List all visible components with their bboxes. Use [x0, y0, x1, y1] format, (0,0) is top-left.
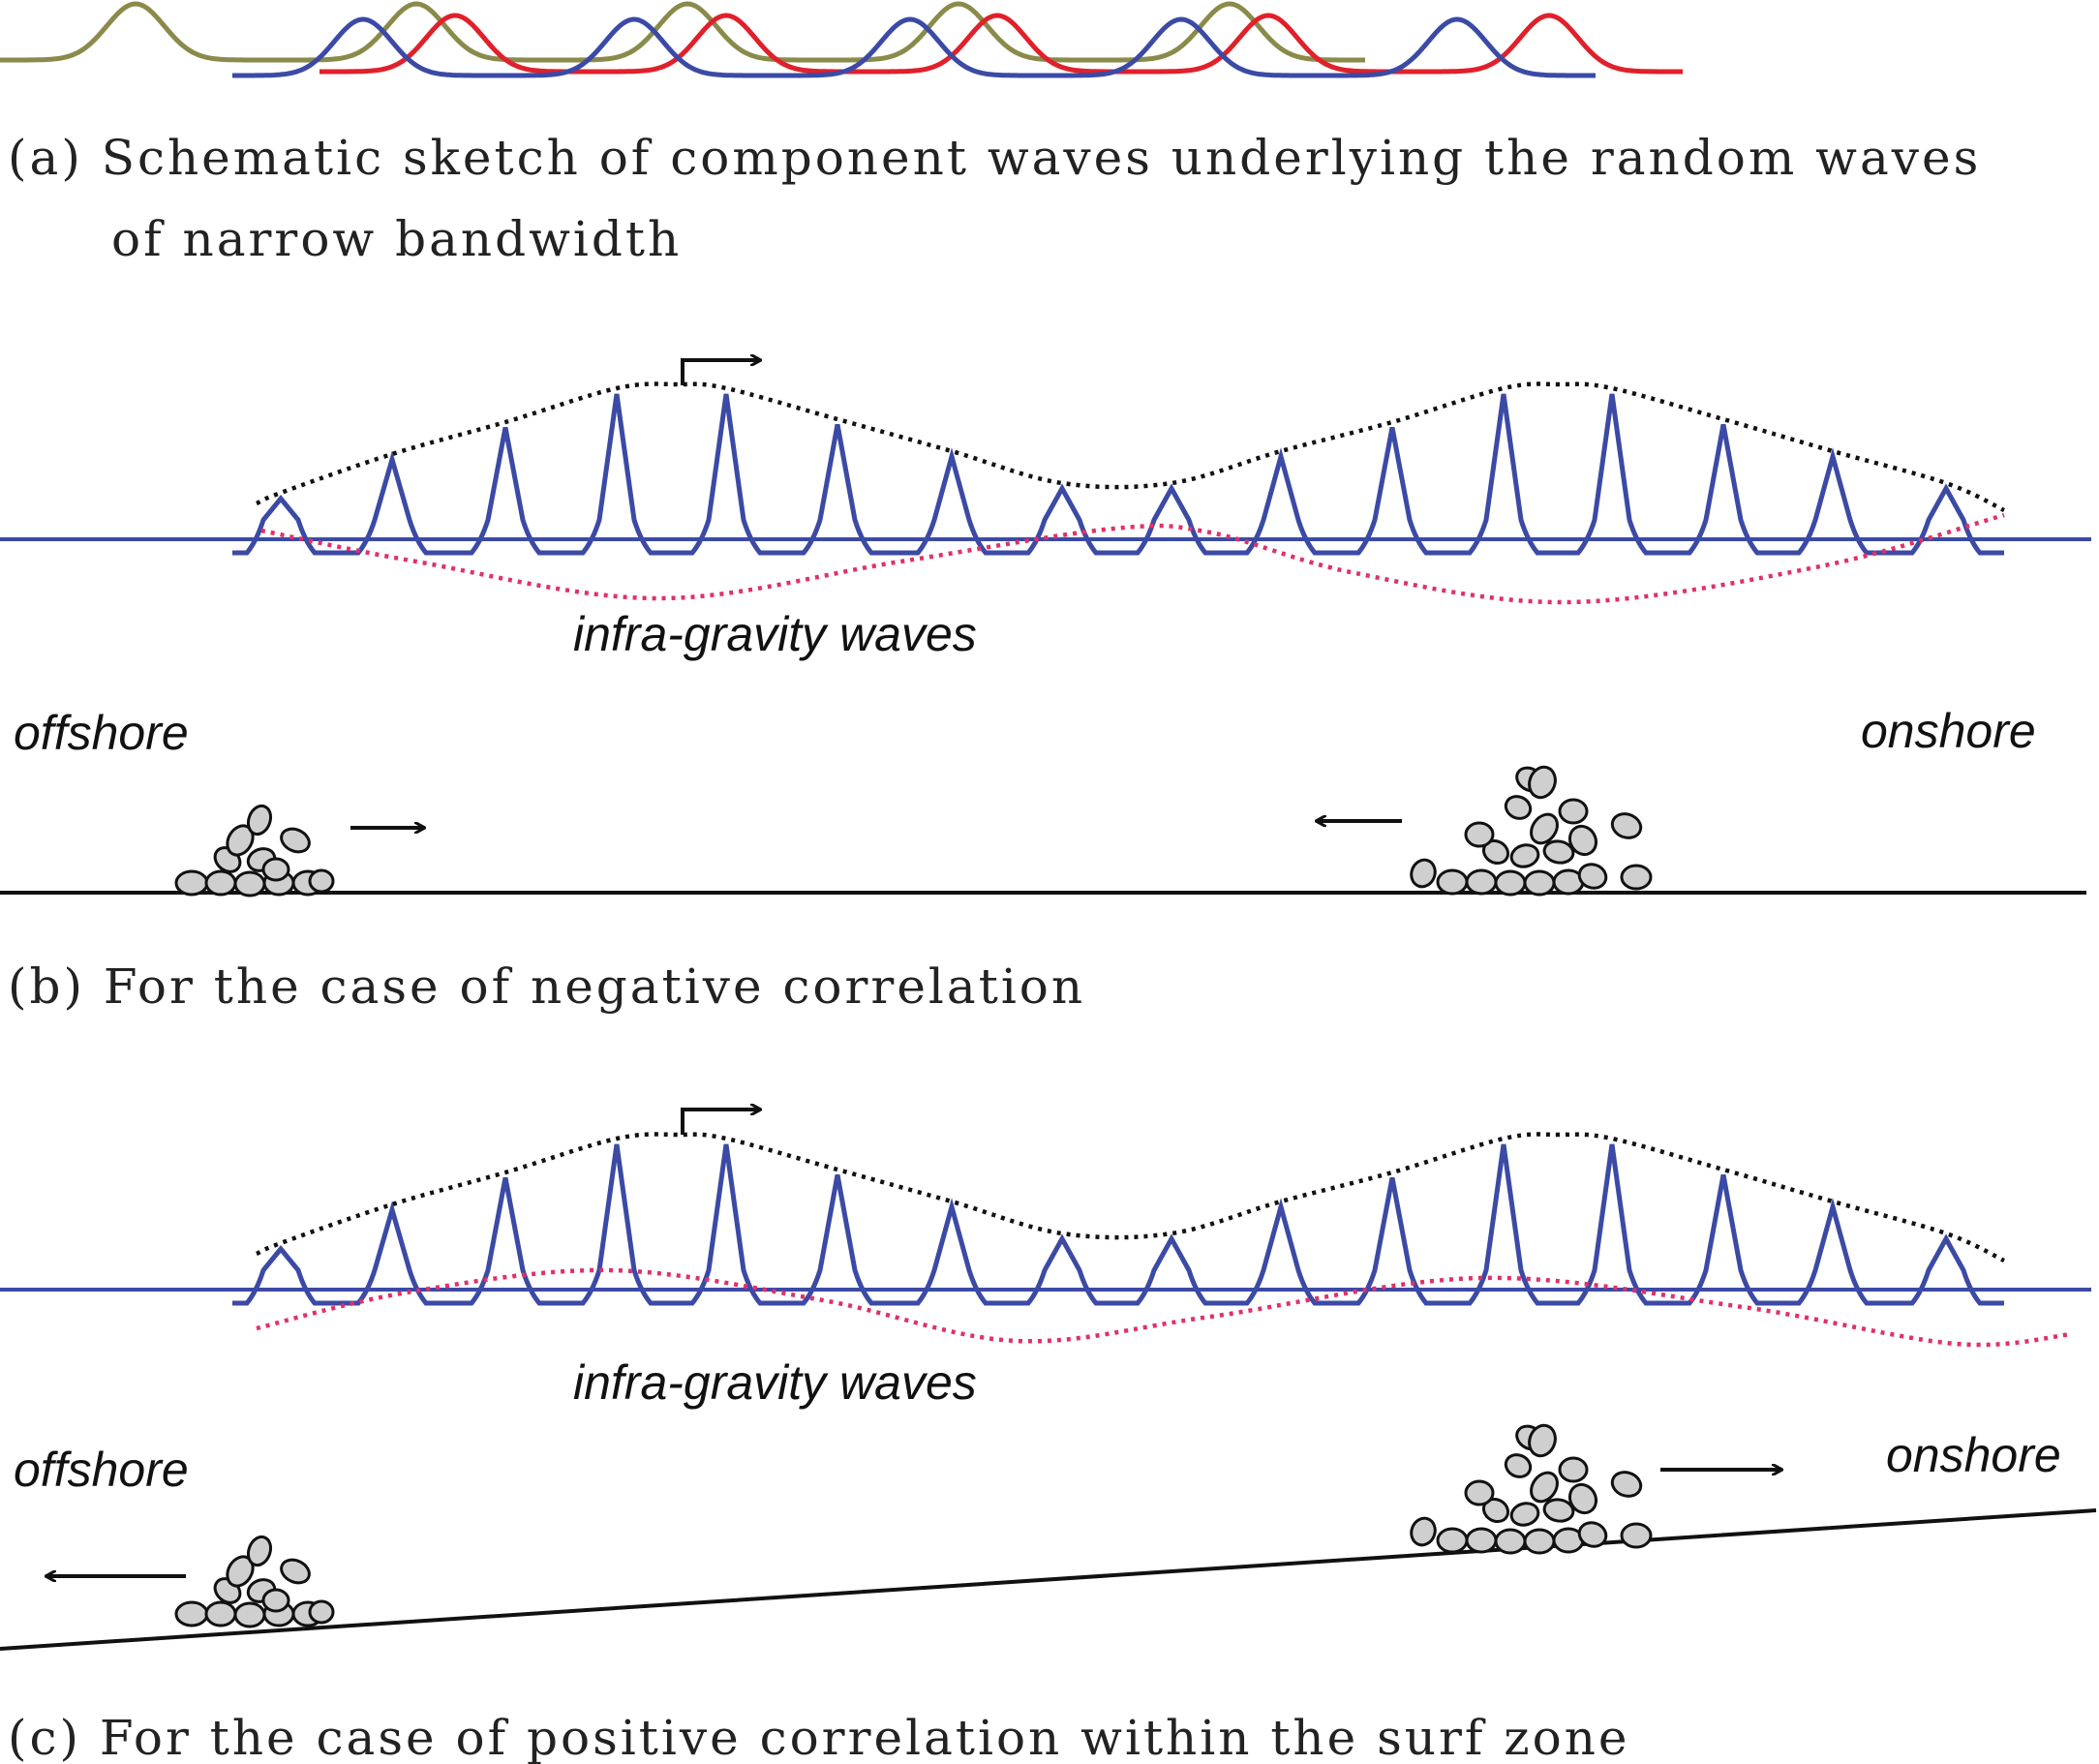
- infragravity-wave-curve: [256, 1267, 2073, 1348]
- pebble: [1410, 1516, 1437, 1547]
- pebble: [204, 869, 237, 897]
- pebble: [1620, 1522, 1653, 1549]
- pebble: [1577, 863, 1608, 890]
- onshore-label: onshore: [1886, 1428, 2061, 1482]
- pebble: [1436, 1527, 1469, 1554]
- short-wave-train: [232, 393, 2004, 556]
- sediment-pile-onshore: [1410, 1423, 1653, 1555]
- pebble: [1558, 798, 1589, 825]
- caption-a-line2: of narrow bandwidth: [111, 211, 682, 267]
- pebble: [261, 857, 290, 882]
- pebble: [280, 1558, 311, 1585]
- propagation-arrow: [681, 360, 760, 385]
- sediment-pile-offshore: [174, 804, 335, 897]
- pebble: [1464, 821, 1495, 848]
- infragravity-label: infra-gravity waves: [573, 1355, 977, 1410]
- component-waves: [0, 1, 1683, 78]
- pebble: [246, 804, 273, 836]
- pebble: [1577, 1521, 1608, 1548]
- pebble: [1567, 1482, 1598, 1515]
- pebble: [1465, 1527, 1498, 1554]
- offshore-label: offshore: [14, 1443, 189, 1497]
- pebble: [1523, 1528, 1556, 1555]
- pebble: [1542, 839, 1575, 865]
- pebble: [1610, 1471, 1643, 1498]
- caption-c: (c) For the case of positive correlation…: [8, 1710, 1630, 1764]
- infragravity-wave-curve: [260, 512, 2005, 605]
- caption-a-line1: (a) Schematic sketch of component waves …: [8, 130, 1981, 186]
- pebble: [1542, 1498, 1575, 1523]
- pebble: [1528, 765, 1557, 800]
- caption-b: (b) For the case of negative correlation: [8, 958, 1085, 1015]
- pebble: [280, 827, 311, 854]
- pebble: [308, 1599, 335, 1625]
- component-wave-red: [319, 13, 1683, 75]
- pebble: [1567, 824, 1598, 857]
- wave-group-envelope: [256, 1132, 2005, 1263]
- pebble: [174, 869, 209, 897]
- onshore-label: onshore: [1861, 704, 2036, 758]
- pebble: [1465, 868, 1498, 896]
- pebble: [1620, 864, 1653, 891]
- pebble: [1530, 1471, 1559, 1504]
- panel-c: infra-gravity waves offshore onshore (c)…: [0, 1110, 2097, 1764]
- pebble: [308, 868, 335, 894]
- short-wave-train: [232, 1143, 2004, 1306]
- pebble: [233, 870, 266, 897]
- wave-group-envelope: [256, 381, 2005, 513]
- pebble: [1530, 812, 1559, 845]
- component-wave-blue: [232, 16, 1596, 78]
- propagation-arrow: [681, 1110, 760, 1135]
- pebble: [1523, 869, 1556, 897]
- pebble: [1436, 868, 1469, 896]
- pebble: [246, 1535, 273, 1567]
- sediment-pile-onshore: [1410, 765, 1653, 897]
- pebble: [1558, 1456, 1589, 1483]
- pebble: [1464, 1479, 1495, 1506]
- pebble: [233, 1601, 266, 1628]
- infragravity-label: infra-gravity waves: [573, 607, 977, 661]
- pebble: [1504, 1453, 1533, 1478]
- offshore-label: offshore: [14, 706, 189, 760]
- pebble: [174, 1600, 209, 1627]
- pebble: [1509, 843, 1540, 868]
- pebble: [1509, 1502, 1540, 1527]
- pebble: [1528, 1423, 1557, 1458]
- pebble: [1410, 858, 1437, 889]
- panel-a: (a) Schematic sketch of component waves …: [0, 1, 1981, 267]
- pebble: [1494, 869, 1527, 897]
- pebble: [1504, 795, 1533, 820]
- pebble: [261, 1588, 290, 1613]
- panel-b: infra-gravity waves offshore onshore (b)…: [0, 360, 2091, 1015]
- sediment-pile-offshore: [174, 1535, 335, 1628]
- sloping-seabed-line: [0, 1508, 2097, 1651]
- pebble: [1494, 1528, 1527, 1555]
- pebble: [204, 1600, 237, 1627]
- pebble: [1610, 812, 1643, 839]
